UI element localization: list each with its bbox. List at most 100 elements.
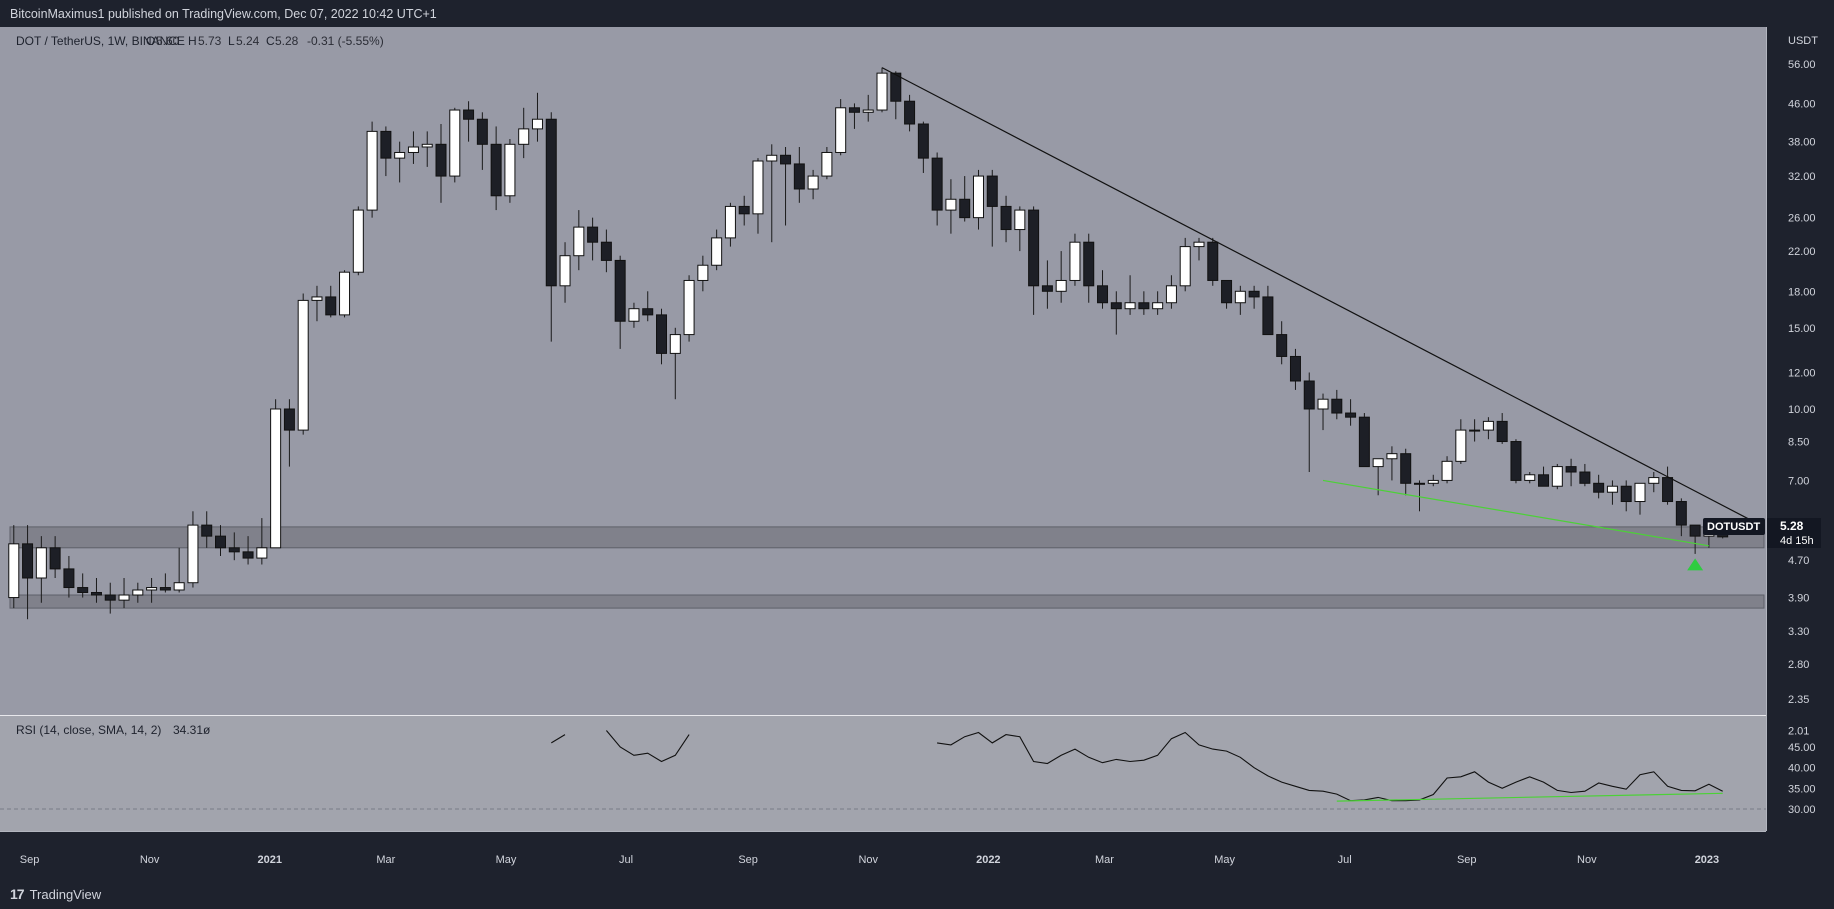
candle-body	[63, 568, 75, 589]
price-tick-label: 2.35	[1788, 694, 1809, 706]
candle-body	[931, 157, 943, 211]
candle-body	[780, 154, 792, 165]
symbol-legend[interactable]: DOT / TetherUS, 1W, BINANCE O 5.60 H 5.7…	[16, 34, 384, 48]
candle-body	[972, 175, 984, 219]
price-tick-label: 2.01	[1788, 725, 1809, 737]
candle-body	[904, 100, 916, 125]
candle-body	[518, 128, 530, 145]
candle-body	[793, 163, 805, 190]
time-tick-label: Nov	[1577, 854, 1597, 866]
candle-body	[1427, 479, 1439, 484]
candle-body	[352, 209, 364, 273]
candle-body	[77, 587, 89, 593]
price-tick-label: 18.00	[1788, 286, 1816, 298]
candle-body	[738, 205, 750, 215]
candle-body	[573, 226, 585, 257]
candle-body	[1469, 429, 1481, 432]
candle-body	[724, 205, 736, 239]
price-tick-label: 26.00	[1788, 213, 1816, 225]
rsi-line	[551, 734, 566, 744]
candle-body	[752, 160, 764, 215]
candle-body	[766, 154, 778, 162]
candle-body	[656, 314, 668, 354]
rsi-legend[interactable]: RSI (14, close, SMA, 14, 2) 34.31 ø	[16, 723, 211, 737]
candle-body	[1662, 477, 1674, 503]
candle-body	[890, 72, 902, 102]
candle-body	[463, 109, 475, 120]
rsi-trendline	[1336, 792, 1723, 802]
candle-body	[600, 241, 612, 261]
candle-body	[1455, 429, 1467, 462]
candle-body	[1620, 485, 1632, 503]
price-tick-label: 3.90	[1788, 593, 1809, 605]
candle-body	[201, 524, 213, 537]
time-tick-label: Jul	[619, 854, 633, 866]
candle-body	[1097, 285, 1109, 304]
price-chart[interactable]: 56.00 46.00 38.00 32.00 26.00 22.00 18.00 15.00…	[0, 27, 1834, 879]
candle-body	[22, 543, 34, 579]
candle-body	[697, 264, 709, 281]
candle-body	[49, 547, 61, 570]
rsi-value: 34.31	[173, 723, 203, 737]
time-tick-label: Sep	[1457, 854, 1477, 866]
candle-body	[1441, 460, 1453, 481]
chart-container[interactable]: 56.00 46.00 38.00 32.00 26.00 22.00 18.00 15.00…	[0, 27, 1834, 879]
candle-body	[1014, 209, 1026, 231]
candle-body	[407, 146, 419, 153]
candle-body	[297, 299, 309, 431]
candle-body	[339, 271, 351, 316]
low-label: L	[228, 34, 235, 48]
price-tick-label: 46.00	[1788, 98, 1816, 110]
candle-body	[945, 198, 957, 211]
candle-body	[228, 547, 240, 553]
candle-body	[1345, 412, 1357, 418]
candle-body	[366, 130, 378, 211]
time-tick-label: Mar	[1095, 854, 1114, 866]
candle-body	[1124, 302, 1136, 310]
rsi-tick-label: 45.00	[1788, 742, 1816, 754]
candle-body	[1689, 524, 1701, 537]
close-value: 5.28	[275, 34, 299, 48]
candle-body	[104, 594, 116, 601]
time-tick-label: May	[496, 854, 517, 866]
open-value: 5.60	[156, 34, 180, 48]
high-label: H	[188, 34, 197, 48]
candle-body	[394, 151, 406, 159]
candle-body	[380, 130, 392, 159]
rsi-symbol: ø	[203, 723, 211, 737]
time-tick-label: Sep	[738, 854, 758, 866]
price-tick-label: 56.00	[1788, 59, 1816, 71]
bounce-arrow-icon	[1687, 558, 1704, 571]
publisher-text: BitcoinMaximus1 published on TradingView…	[10, 7, 437, 21]
time-tick-label: May	[1214, 854, 1235, 866]
support-zone	[9, 526, 1765, 549]
last-price-box	[1767, 518, 1821, 548]
candle-body	[1041, 285, 1053, 292]
support-trendline	[1322, 479, 1710, 547]
candle-body	[421, 143, 433, 148]
candle-body	[270, 408, 282, 549]
last-price-text: 5.28	[1780, 519, 1804, 533]
symbol-tag-box	[1703, 518, 1765, 535]
tradingview-logo[interactable]: 17 TradingView	[10, 886, 101, 902]
price-tick-label: 22.00	[1788, 246, 1816, 258]
publish-bar: BitcoinMaximus1 published on TradingView…	[0, 0, 1834, 27]
rsi-label: RSI (14, close, SMA, 14, 2)	[16, 723, 161, 737]
support-zone	[9, 594, 1765, 609]
candle-body	[1289, 355, 1301, 382]
candle-body	[1234, 290, 1246, 304]
price-tick-label: 15.00	[1788, 323, 1816, 335]
candle-body	[986, 175, 998, 207]
candle-body	[173, 582, 185, 591]
candle-body	[1207, 241, 1219, 281]
price-pane-background	[0, 27, 1766, 715]
price-tag[interactable]: DOTUSDT 5.28 4d 15h	[1703, 518, 1821, 548]
price-tick-label: 3.30	[1788, 626, 1809, 638]
candle-body	[490, 143, 502, 197]
candle-body	[311, 296, 323, 301]
candle-body	[683, 279, 695, 336]
candle-body	[1510, 441, 1522, 481]
candle-body	[1138, 302, 1150, 310]
candle-body	[545, 118, 557, 287]
candle-body	[504, 143, 516, 197]
